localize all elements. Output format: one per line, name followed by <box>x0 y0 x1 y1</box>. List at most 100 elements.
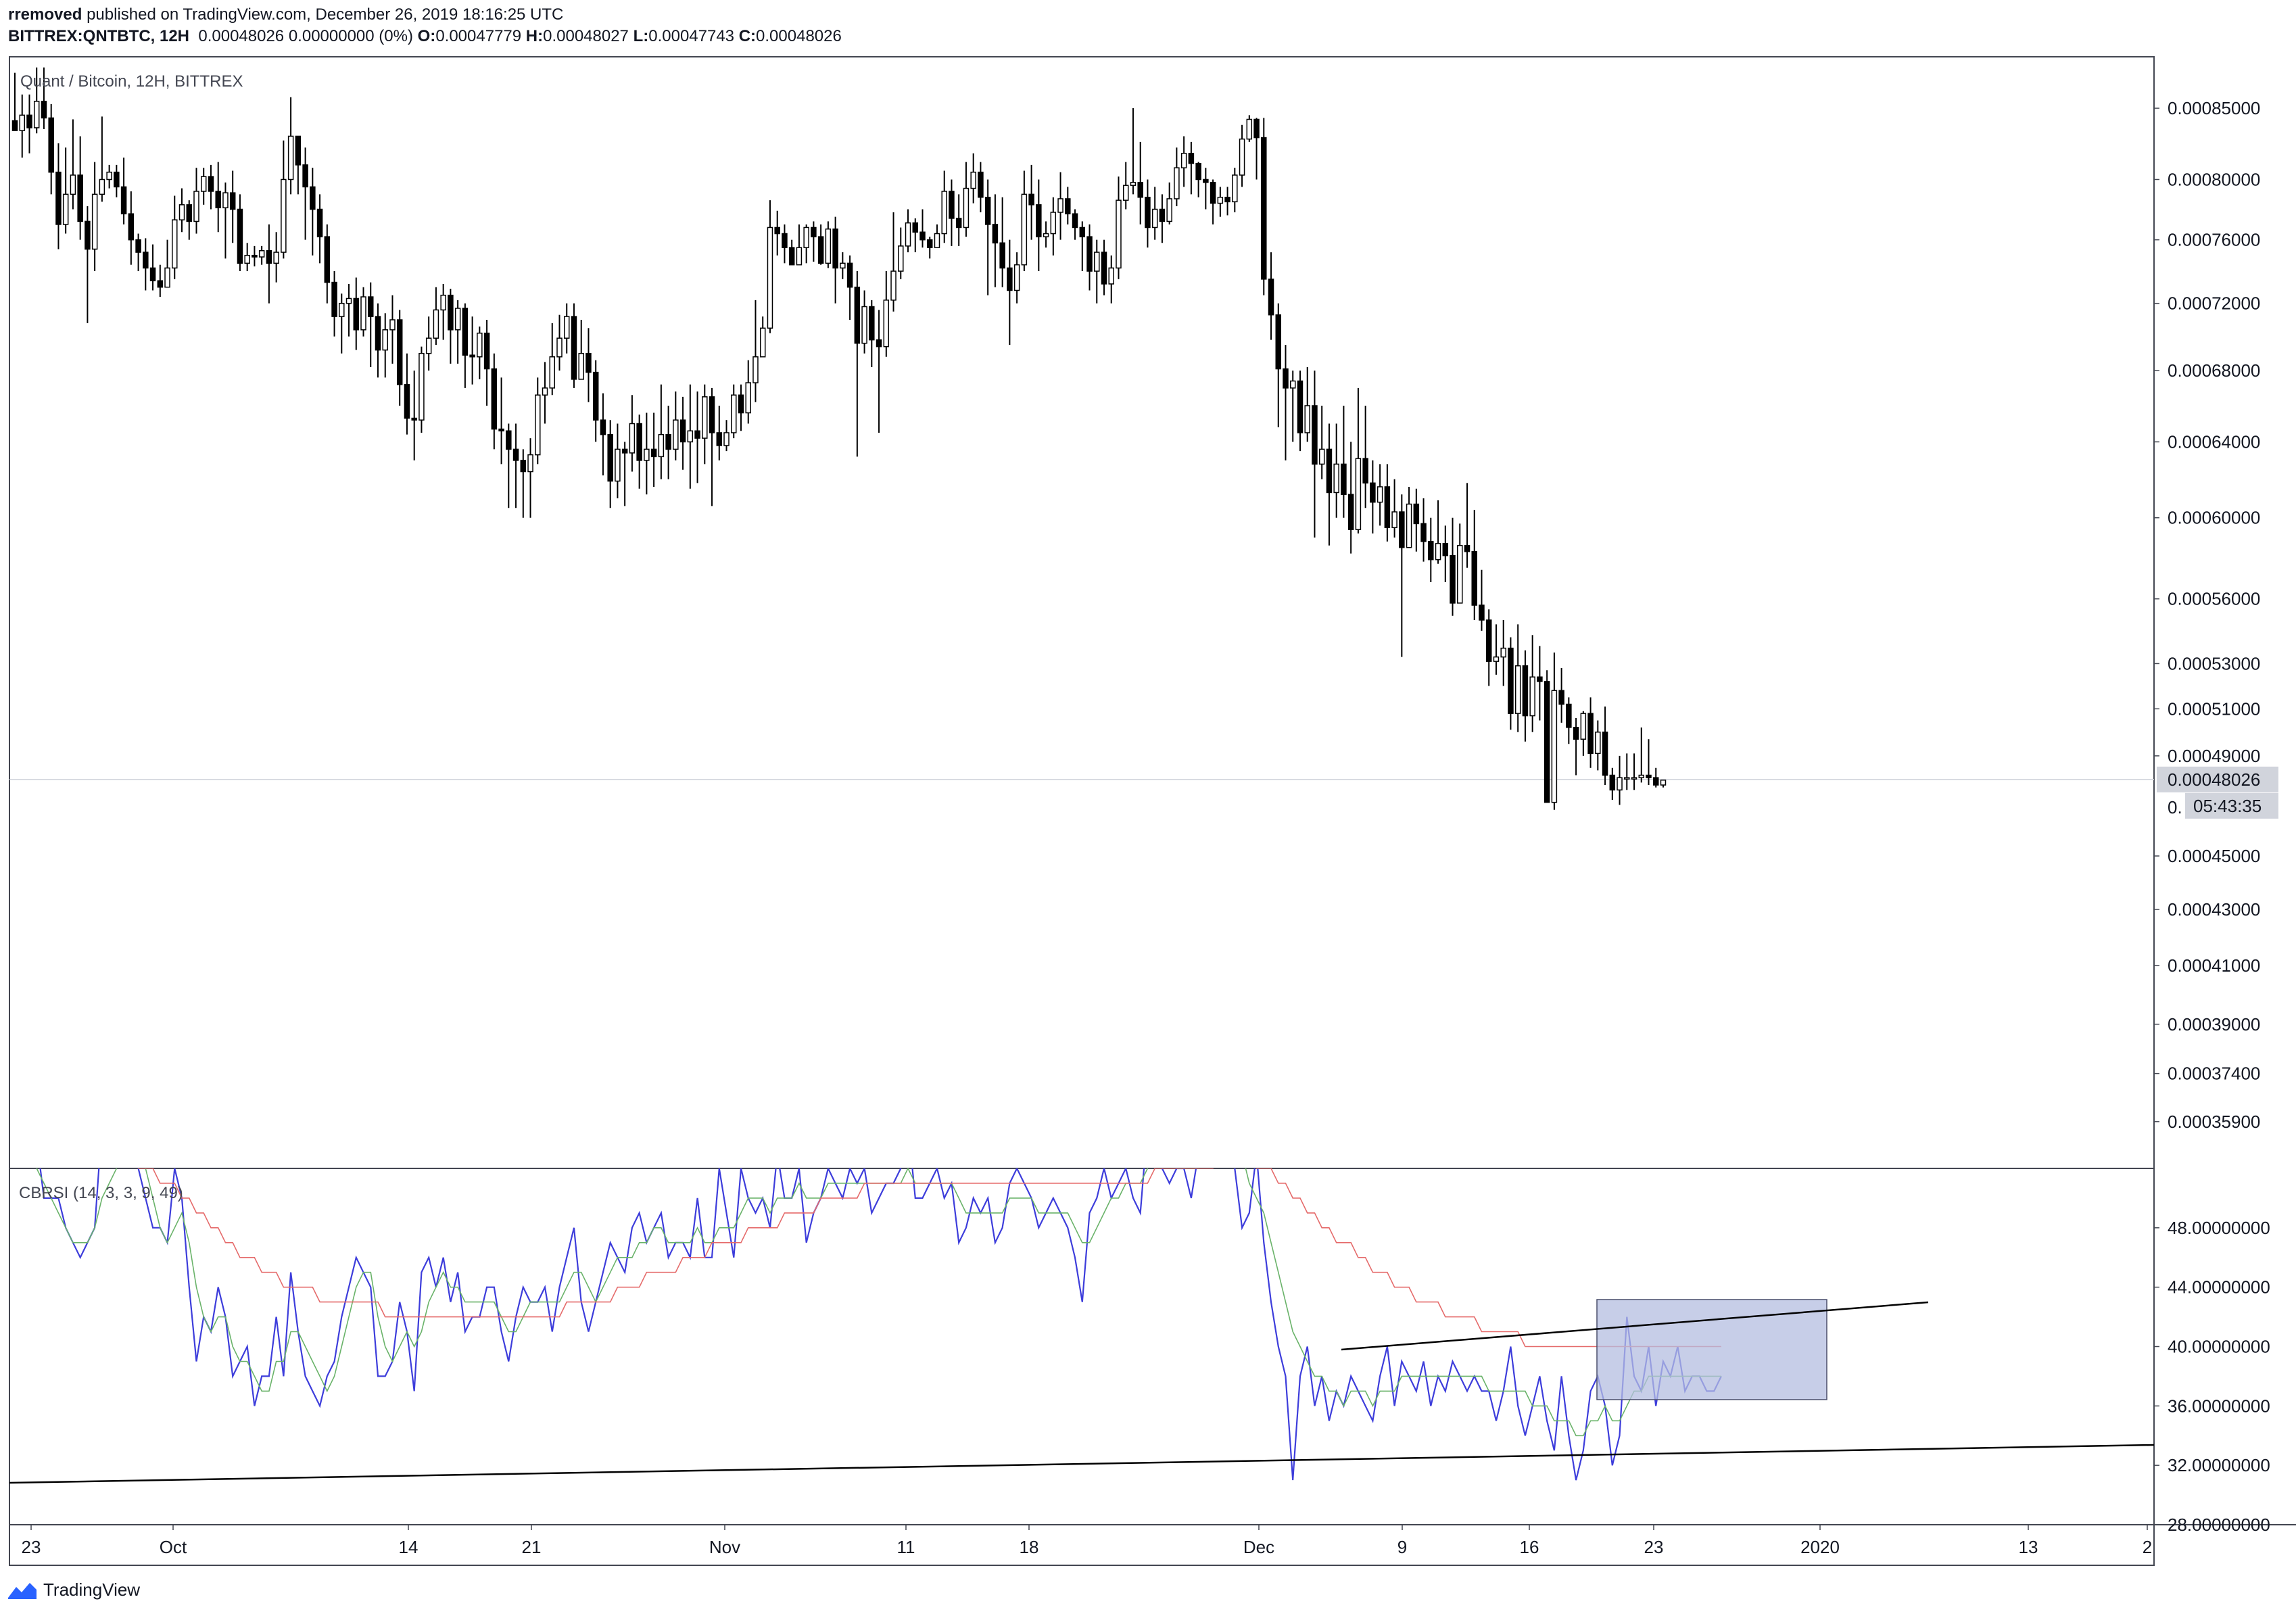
candle <box>673 391 679 460</box>
candle-body-down <box>1261 137 1267 280</box>
candle-body-down <box>876 339 882 348</box>
candle-body-down <box>665 433 671 450</box>
candle <box>905 209 911 253</box>
price-tick-label: 0.00037400 <box>2168 1064 2260 1084</box>
candle-body-up <box>898 245 904 272</box>
candle-body-down <box>774 227 780 235</box>
candle-body-down <box>1036 204 1042 237</box>
time-tick-label: Dec <box>1243 1537 1274 1557</box>
candle <box>1362 405 1368 508</box>
candle <box>396 310 403 406</box>
candle-body-up <box>1217 197 1224 204</box>
candle <box>1391 479 1397 538</box>
time-tick-label: 2 <box>2143 1537 2152 1557</box>
candle-body-up <box>1551 690 1558 803</box>
candle-body-down <box>135 239 141 253</box>
candle <box>368 282 374 367</box>
candle-body-up <box>563 316 570 339</box>
tradingview-logo-icon <box>8 1582 37 1599</box>
candle-body-down <box>41 101 47 119</box>
tradingview-logo[interactable]: TradingView <box>7 1579 140 1600</box>
candle-body-up <box>767 227 773 329</box>
candle-body-down <box>157 280 164 288</box>
candle <box>1428 517 1434 583</box>
rsi-tick-label: 32.00000000 <box>2168 1455 2270 1475</box>
candle-body-down <box>854 286 861 344</box>
candle <box>992 194 999 287</box>
candle-body-down <box>1086 236 1093 272</box>
candle-body-up <box>1246 118 1253 140</box>
candle-body-up <box>1108 267 1114 285</box>
candle-body-up <box>883 300 890 348</box>
candle-body-down <box>404 383 410 419</box>
candle-body-down <box>1537 676 1543 682</box>
candle <box>621 442 628 506</box>
candle <box>585 328 592 402</box>
candle <box>1384 464 1391 542</box>
candles-group <box>9 67 2154 810</box>
candle <box>1624 753 1630 790</box>
candle <box>1050 197 1057 256</box>
candle <box>1406 486 1412 548</box>
candle-body-up <box>615 448 621 482</box>
price-tick-label: 0.00041000 <box>2168 955 2260 976</box>
candle-body-down <box>1072 213 1078 229</box>
candle-body-up <box>1094 252 1100 272</box>
candle <box>1057 172 1063 240</box>
candle-body-up <box>62 193 69 225</box>
candle-body-down <box>229 192 236 210</box>
candle-body-down <box>1283 368 1289 389</box>
price-axis[interactable]: 0.00085000 0.00080000 0.00076000 0.00072000… <box>2154 98 2278 1535</box>
rsi-pane[interactable] <box>9 1094 2154 1484</box>
candle-body-down <box>585 352 592 373</box>
price-pane[interactable] <box>9 67 2154 810</box>
candle-body-down <box>506 430 512 450</box>
candle-body-down <box>448 294 454 331</box>
candle <box>172 195 178 279</box>
candle-body-down <box>1312 405 1318 465</box>
high-value: 0.00048027 <box>543 27 629 45</box>
candle <box>890 212 896 312</box>
candle-body-up <box>1500 647 1506 658</box>
candle-body-up <box>1595 732 1601 755</box>
time-tick-label: 2020 <box>1800 1537 1840 1557</box>
countdown-badge <box>2185 792 2278 819</box>
candle <box>788 239 795 266</box>
candle <box>77 136 83 240</box>
candle-body-down <box>832 228 838 269</box>
candle <box>287 97 294 195</box>
candle <box>70 119 76 210</box>
candle <box>1036 179 1042 272</box>
candle-body-up <box>1333 463 1339 494</box>
time-axis[interactable]: 23 Oct 14 21 Nov 11 18 Dec 9 16 23 2020 13 2 <box>22 1525 2153 1557</box>
candle-body-down <box>912 222 919 233</box>
candle-body-down <box>919 231 926 241</box>
candle <box>1079 221 1086 272</box>
candle <box>615 423 621 498</box>
author-name[interactable]: rremoved <box>8 5 82 24</box>
candle <box>650 412 657 487</box>
candle <box>454 300 461 364</box>
candle <box>774 210 780 256</box>
candle-body-down <box>992 224 999 243</box>
candle-body-down <box>788 247 795 266</box>
candle <box>1435 500 1441 564</box>
candle-body-down <box>846 262 853 288</box>
candle <box>193 168 199 234</box>
candle <box>832 216 838 304</box>
candle <box>803 224 809 264</box>
candle <box>1312 371 1318 538</box>
candle-body-up <box>193 191 199 222</box>
price-tick-label: 0.00072000 <box>2168 293 2260 314</box>
candle <box>237 194 243 272</box>
candle <box>324 224 331 304</box>
candle-body-down <box>738 394 744 414</box>
candle <box>1580 711 1587 756</box>
candle <box>1573 718 1579 776</box>
candle <box>563 303 570 354</box>
candle-body-up <box>99 179 105 195</box>
candle-body-up <box>1318 448 1325 465</box>
candle-body-down <box>77 174 83 222</box>
candle <box>1261 118 1267 295</box>
